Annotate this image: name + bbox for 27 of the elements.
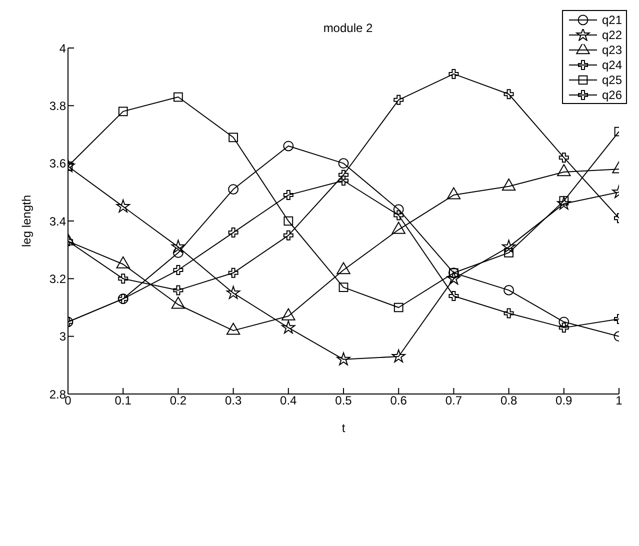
y-tick-label: 3.6 bbox=[49, 156, 66, 171]
legend-label: q23 bbox=[602, 42, 622, 56]
chart-title: module 2 bbox=[323, 21, 374, 35]
x-tick-label: 0.8 bbox=[500, 394, 518, 408]
x-tick-label: 1 bbox=[616, 394, 623, 408]
x-tick-label: 0.7 bbox=[445, 394, 462, 408]
y-tick-label: 3 bbox=[59, 330, 66, 344]
x-tick-label: 0.2 bbox=[170, 394, 187, 408]
legend-label: q25 bbox=[602, 72, 622, 86]
x-tick-label: 0.1 bbox=[114, 394, 132, 408]
x-tick-label: 0.3 bbox=[224, 394, 242, 408]
x-tick-label: 0.9 bbox=[556, 394, 573, 408]
y-tick-label: 3.2 bbox=[49, 272, 66, 286]
y-tick-label: 4 bbox=[59, 41, 66, 56]
legend-label: q24 bbox=[602, 58, 622, 72]
y-tick-label: 2.8 bbox=[49, 387, 66, 402]
legend-label: q21 bbox=[602, 12, 622, 26]
legend-label: q22 bbox=[602, 28, 622, 42]
x-tick-label: 0.6 bbox=[390, 394, 408, 408]
legend-label: q26 bbox=[602, 88, 622, 102]
y-tick-label: 3.8 bbox=[49, 98, 66, 113]
x-tick-label: 0 bbox=[64, 394, 72, 408]
x-tick-label: 0.4 bbox=[280, 394, 298, 408]
y-axis-title: leg length bbox=[19, 194, 34, 248]
x-axis-title: t bbox=[342, 421, 346, 435]
y-tick-label: 3.4 bbox=[49, 214, 66, 228]
x-tick-label: 0.5 bbox=[335, 394, 352, 408]
